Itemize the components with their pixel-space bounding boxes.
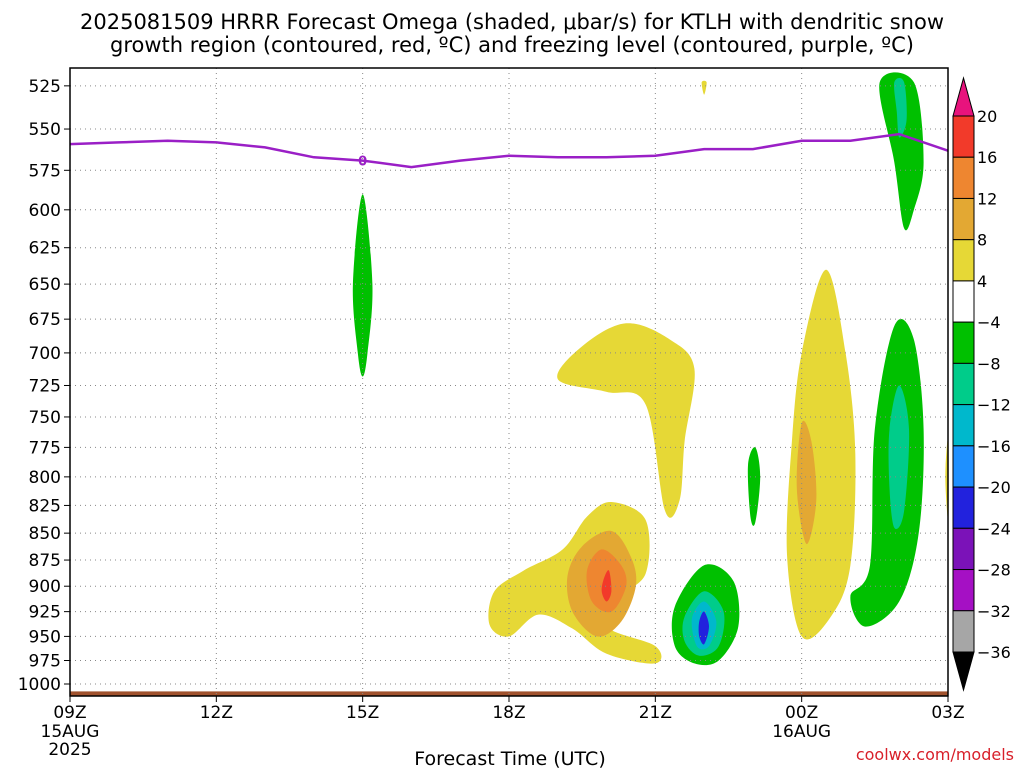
omega-region-14 <box>888 385 910 529</box>
colorbar-label: −4 <box>977 313 1001 332</box>
x-tick-date-09Z: 15AUG <box>41 722 100 742</box>
colorbar-label: 16 <box>977 148 997 167</box>
y-tick-label-875: 875 <box>29 551 61 571</box>
colorbar-label: −8 <box>977 354 1001 373</box>
y-tick-label-600: 600 <box>29 201 61 221</box>
y-tick-label-700: 700 <box>29 344 61 364</box>
y-tick-label-850: 850 <box>29 524 61 544</box>
y-tick-label-975: 975 <box>29 652 61 672</box>
colorbar-label: 8 <box>977 231 987 250</box>
y-tick-label-675: 675 <box>29 310 61 330</box>
colorbar-top-arrow <box>952 76 975 117</box>
colorbar-cell-8 <box>952 404 975 447</box>
x-tick-year-09Z: 2025 <box>48 740 91 760</box>
colorbar-cell-10 <box>952 486 975 529</box>
colorbar-cell-13 <box>952 610 975 653</box>
omega-region-13 <box>850 319 924 627</box>
x-tick-label-21Z: 21Z <box>639 703 672 723</box>
y-tick-label-825: 825 <box>29 496 61 516</box>
credit-link[interactable]: coolwx.com/models <box>856 745 1014 764</box>
y-tick-label-950: 950 <box>29 627 61 647</box>
y-tick-label-550: 550 <box>29 120 61 140</box>
colorbar-label: 4 <box>977 272 987 291</box>
colorbar-cell-6 <box>952 321 975 364</box>
y-tick-label-650: 650 <box>29 275 61 295</box>
omega-region-11 <box>698 611 709 645</box>
freezing-level-label: 0 <box>358 155 367 170</box>
y-tick-label-575: 575 <box>29 161 61 181</box>
x-axis-title: Forecast Time (UTC) <box>414 748 605 768</box>
chart-title-line1: 2025081509 HRRR Forecast Omega (shaded, … <box>80 10 944 34</box>
y-tick-label-775: 775 <box>29 438 61 458</box>
x-tick-label-03Z: 03Z <box>931 703 964 723</box>
colorbar-label: −12 <box>977 396 1011 415</box>
colorbar-label: −36 <box>977 643 1011 662</box>
freezing-level-line <box>69 132 949 169</box>
y-axis-ticks: 525 550 575 600 625 650 675 700 725 750 775 800 825 8… <box>18 77 70 695</box>
omega-region-12 <box>747 447 761 526</box>
x-tick-date-00Z: 16AUG <box>772 722 831 742</box>
omega-region-0 <box>352 194 373 377</box>
colorbar-cell-7 <box>952 362 975 406</box>
omega-region-1 <box>557 323 695 518</box>
x-tick-label-09Z: 09Z <box>53 703 86 723</box>
y-tick-label-625: 625 <box>29 239 61 259</box>
y-tick-label-750: 750 <box>29 408 61 428</box>
colorbar-label: −20 <box>977 478 1011 497</box>
x-tick-label-15Z: 15Z <box>346 703 379 723</box>
x-tick-label-12Z: 12Z <box>200 703 233 723</box>
plot-area: 0 <box>69 72 949 696</box>
x-tick-label-00Z: 00Z <box>785 703 818 723</box>
omega-region-18 <box>701 80 707 95</box>
y-tick-label-900: 900 <box>29 577 61 597</box>
colorbar-label: −24 <box>977 519 1011 538</box>
colorbar-cell-5 <box>952 280 975 323</box>
colorbar-label: −16 <box>977 437 1011 456</box>
colorbar-label: −32 <box>977 602 1011 621</box>
omega-region-15 <box>879 72 924 231</box>
y-tick-label-1000: 1000 <box>18 675 61 695</box>
y-tick-label-525: 525 <box>29 77 61 97</box>
colorbar-cell-3 <box>952 197 975 241</box>
y-tick-label-925: 925 <box>29 603 61 623</box>
omega-region-6 <box>601 570 612 602</box>
colorbar-cell-9 <box>952 445 975 488</box>
x-tick-label-18Z: 18Z <box>492 703 525 723</box>
colorbar-label: 12 <box>977 189 997 208</box>
colorbar-cell-12 <box>952 569 975 612</box>
colorbar-cell-4 <box>952 239 975 282</box>
omega-region-2 <box>786 269 856 640</box>
colorbar-cell-2 <box>952 156 975 199</box>
colorbar-label: −28 <box>977 561 1011 580</box>
colorbar-cell-1 <box>952 115 975 158</box>
chart-title-line2: growth region (contoured, red, ºC) and f… <box>110 33 914 57</box>
omega-region-16 <box>894 78 907 138</box>
y-tick-label-725: 725 <box>29 376 61 396</box>
y-tick-label-800: 800 <box>29 468 61 488</box>
colorbar-bottom-arrow <box>952 651 975 692</box>
colorbar-label: 20 <box>977 107 997 126</box>
colorbar-cell-11 <box>952 527 975 571</box>
colorbar: 20 16 12 8 4 −4 −8 −12 −16 −20 −24 −28 −32 −36 <box>952 76 1011 692</box>
